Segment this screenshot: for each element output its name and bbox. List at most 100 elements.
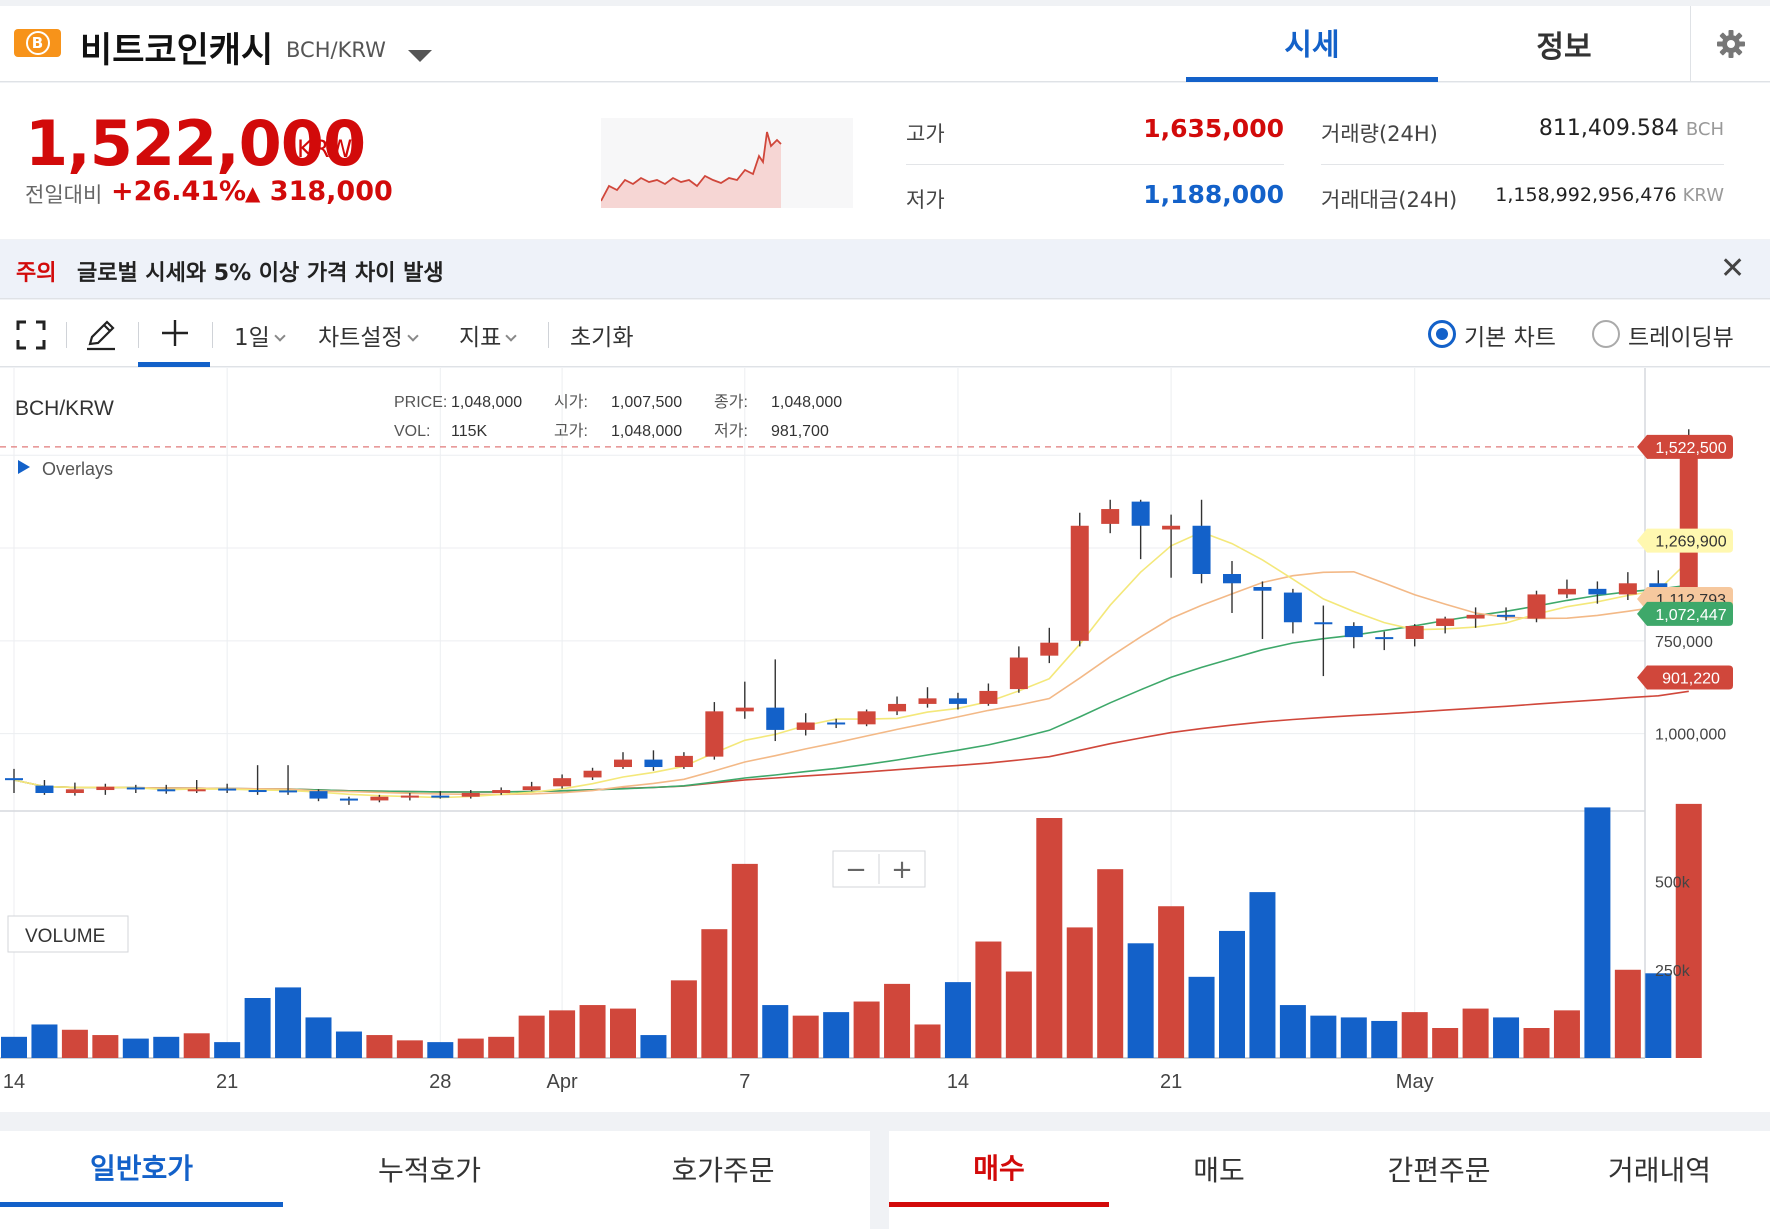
volume-bar[interactable] (1219, 930, 1245, 1058)
volume-bar[interactable] (1493, 1017, 1520, 1058)
candle[interactable] (1192, 499, 1211, 584)
settings-button[interactable] (1690, 6, 1770, 82)
candle[interactable] (583, 767, 602, 781)
basic-chart-label[interactable]: 기본 차트 (1464, 325, 1556, 351)
candle[interactable] (766, 659, 785, 742)
volume-bar[interactable] (1066, 927, 1093, 1058)
volume-bar[interactable] (1279, 1005, 1306, 1058)
volume-bar[interactable] (488, 1036, 515, 1058)
volume-bar[interactable] (1340, 1017, 1367, 1058)
volume-bar[interactable] (792, 1015, 819, 1058)
volume-bar[interactable] (1553, 1010, 1580, 1058)
fullscreen-icon[interactable] (16, 320, 46, 350)
candle[interactable] (96, 783, 115, 795)
reset-button[interactable]: 초기화 (570, 325, 634, 351)
candle[interactable] (674, 752, 693, 769)
candle[interactable] (1253, 581, 1272, 639)
candle[interactable] (279, 765, 298, 795)
volume-bar[interactable] (549, 1010, 576, 1058)
candle[interactable] (979, 683, 998, 706)
candle[interactable] (1223, 561, 1241, 613)
coin-selector-chevron-down-icon[interactable] (408, 50, 432, 62)
volume-bar[interactable] (1097, 869, 1124, 1058)
candle[interactable] (309, 789, 328, 802)
volume-bar[interactable] (214, 1042, 241, 1058)
candle[interactable] (1497, 607, 1516, 621)
candle[interactable] (948, 692, 967, 710)
volume-bar[interactable] (823, 1012, 850, 1058)
radio-tradingview[interactable] (1592, 320, 1620, 348)
volume-bar[interactable] (914, 1024, 941, 1058)
tab-buy[interactable]: 매수 (889, 1131, 1109, 1207)
volume-bar[interactable] (92, 1035, 119, 1058)
volume-bar[interactable] (1401, 1012, 1428, 1058)
candlestick-chart[interactable]: 750,000 1,000,000 250k 500k 14 21 28 Apr 7 14 21 Ma… (0, 368, 1770, 1112)
volume-bar[interactable] (1127, 943, 1154, 1058)
volume-bar[interactable] (1371, 1020, 1398, 1058)
volume-bar[interactable] (1249, 892, 1276, 1058)
volume-bar[interactable] (670, 980, 697, 1058)
candle[interactable] (522, 781, 541, 792)
chart-settings-dropdown[interactable]: 차트설정 (318, 318, 419, 352)
volume-bar[interactable] (944, 982, 971, 1058)
volume-bar[interactable] (457, 1038, 484, 1058)
volume-bar[interactable] (1188, 976, 1215, 1058)
candle[interactable] (796, 713, 815, 736)
volume-bar[interactable] (1675, 803, 1702, 1058)
candle[interactable] (1131, 499, 1150, 560)
candle[interactable] (126, 784, 145, 794)
candle[interactable] (705, 702, 724, 760)
tab-cumulative-orderbook[interactable]: 누적호가 (377, 1154, 482, 1187)
overlays-triangle-icon[interactable] (18, 460, 30, 474)
candle[interactable] (1070, 512, 1089, 647)
chart-area[interactable]: 750,000 1,000,000 250k 500k 14 21 28 Apr 7 14 21 Ma… (0, 368, 1770, 1112)
candle[interactable] (1009, 646, 1028, 693)
candle[interactable] (1040, 627, 1059, 664)
candle[interactable] (1344, 622, 1363, 649)
candle[interactable] (5, 768, 23, 794)
volume-bar[interactable] (762, 1005, 789, 1058)
candle[interactable] (248, 765, 267, 795)
volume-bar[interactable] (1523, 1028, 1550, 1058)
candle[interactable] (1618, 572, 1637, 600)
close-icon[interactable]: ✕ (1720, 251, 1746, 286)
tab-price[interactable]: 시세 (1186, 6, 1438, 82)
volume-bar[interactable] (1584, 807, 1611, 1058)
tab-info[interactable]: 정보 (1536, 30, 1592, 65)
candle[interactable] (431, 791, 450, 799)
candle[interactable] (1101, 499, 1120, 534)
tab-simple-order[interactable]: 간편주문 (1387, 1154, 1491, 1187)
volume-bar[interactable] (610, 1008, 636, 1058)
volume-bar[interactable] (275, 987, 302, 1058)
volume-bar[interactable] (122, 1038, 149, 1058)
volume-bar[interactable] (61, 1029, 88, 1058)
volume-bar[interactable] (853, 1001, 880, 1058)
volume-bar[interactable] (731, 863, 758, 1058)
volume-bar[interactable] (1158, 906, 1185, 1058)
volume-bar[interactable] (884, 983, 911, 1058)
zoom-out-button[interactable]: − (845, 855, 867, 885)
candle[interactable] (1375, 631, 1394, 651)
candle[interactable] (1527, 590, 1546, 623)
volume-bar[interactable] (153, 1036, 180, 1058)
candle[interactable] (918, 687, 937, 708)
radio-basic-chart[interactable] (1428, 320, 1456, 348)
volume-bar[interactable] (1614, 969, 1641, 1058)
candle[interactable] (35, 780, 54, 795)
candle[interactable] (370, 794, 389, 803)
candle[interactable] (827, 718, 846, 729)
volume-bar[interactable] (975, 941, 1002, 1058)
candle[interactable] (553, 774, 572, 789)
volume-bar[interactable] (1462, 1008, 1489, 1058)
candle[interactable] (492, 787, 511, 795)
volume-bar[interactable] (1310, 1015, 1337, 1058)
candle[interactable] (1588, 581, 1607, 604)
overlays-toggle[interactable]: Overlays (42, 459, 113, 479)
volume-bar[interactable] (701, 929, 728, 1058)
candle[interactable] (1283, 588, 1302, 634)
candle[interactable] (1162, 514, 1181, 578)
candle[interactable] (65, 782, 84, 796)
volume-bar[interactable] (1036, 818, 1063, 1058)
crosshair-icon[interactable] (160, 318, 190, 348)
candle[interactable] (400, 793, 419, 801)
